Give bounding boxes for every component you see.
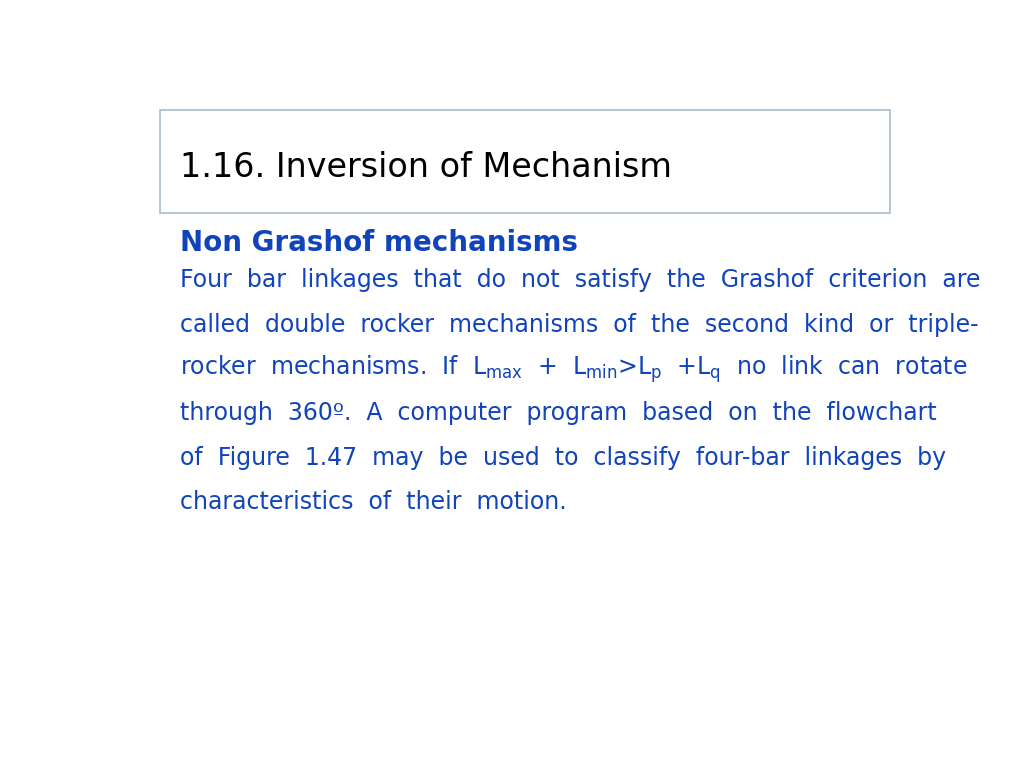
Text: Non Grashof mechanisms: Non Grashof mechanisms [179, 229, 578, 257]
Text: of  Figure  1.47  may  be  used  to  classify  four-bar  linkages  by: of Figure 1.47 may be used to classify f… [179, 445, 946, 469]
Text: 1.16. Inversion of Mechanism: 1.16. Inversion of Mechanism [179, 151, 672, 184]
Text: through  360º.  A  computer  program  based  on  the  flowchart: through 360º. A computer program based o… [179, 401, 936, 425]
FancyBboxPatch shape [160, 110, 890, 214]
Text: rocker  mechanisms.  If  $\mathregular{L_{max}}$  +  $\mathregular{L_{min}}$>$\m: rocker mechanisms. If $\mathregular{L_{m… [179, 353, 967, 385]
Text: characteristics  of  their  motion.: characteristics of their motion. [179, 490, 566, 514]
Text: Four  bar  linkages  that  do  not  satisfy  the  Grashof  criterion  are: Four bar linkages that do not satisfy th… [179, 268, 980, 292]
Text: called  double  rocker  mechanisms  of  the  second  kind  or  triple-: called double rocker mechanisms of the s… [179, 313, 978, 336]
